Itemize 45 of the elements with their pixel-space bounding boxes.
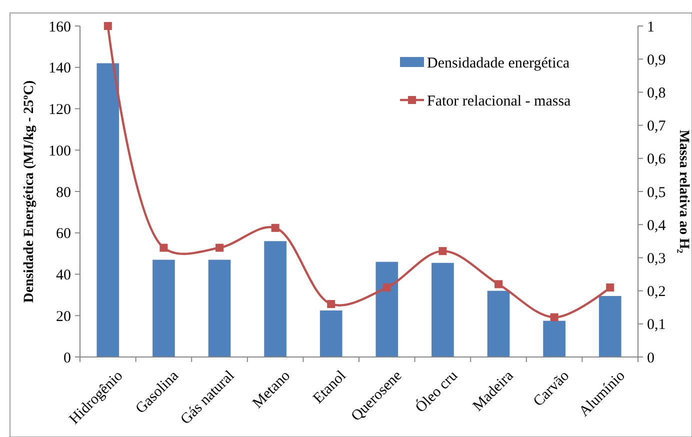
bar xyxy=(208,260,231,357)
y-tick-label: 20 xyxy=(56,308,71,325)
point xyxy=(216,244,224,252)
x-tick-label: Óleo cru xyxy=(412,366,462,416)
y2-tick-label: 0,2 xyxy=(647,284,666,300)
y-tick-label: 40 xyxy=(56,268,71,284)
y2-tick-label: 0,7 xyxy=(647,118,666,135)
y-tick-label: 160 xyxy=(48,19,71,36)
bar xyxy=(432,262,454,357)
y-tick-label: 100 xyxy=(48,143,71,160)
y2-tick-label: 0,8 xyxy=(647,85,666,102)
y2-tick-label: 0,1 xyxy=(647,317,666,334)
point xyxy=(327,300,336,308)
y-axis-title: Densidade Energética (MJ/kg - 25ºC) xyxy=(22,80,37,303)
bar xyxy=(264,241,286,357)
legend-label: Densidadade energética xyxy=(427,55,570,72)
legend-label: Fator relacional - massa xyxy=(427,93,572,110)
y2-tick-label: 0,3 xyxy=(647,250,666,267)
point xyxy=(271,224,280,232)
point xyxy=(550,313,558,322)
bar xyxy=(152,260,175,357)
bar xyxy=(320,310,342,357)
bar xyxy=(598,296,622,357)
point xyxy=(104,22,112,30)
y2-tick-label: 0,9 xyxy=(647,52,666,68)
y2-tick-label: 0,6 xyxy=(647,152,666,168)
y2-tick-label: 1 xyxy=(647,19,654,36)
y-tick-label: 120 xyxy=(48,102,71,118)
y-tick-label: 60 xyxy=(56,226,71,242)
bar xyxy=(96,63,120,357)
y2-axis-title: Massa relativa ao H₂ xyxy=(676,130,691,254)
point xyxy=(606,283,614,292)
bar xyxy=(376,262,398,357)
y-tick-label: 80 xyxy=(56,184,71,201)
y2-tick-label: 0 xyxy=(647,350,654,366)
y2-tick-label: 0,5 xyxy=(647,184,666,201)
bar xyxy=(487,290,510,357)
point xyxy=(160,244,168,252)
point xyxy=(382,283,391,292)
y-tick-label: 140 xyxy=(48,60,71,77)
point xyxy=(494,280,502,288)
y-tick-label: 0 xyxy=(64,350,71,366)
bar xyxy=(543,320,566,357)
y2-tick-label: 0,4 xyxy=(647,218,666,234)
point xyxy=(438,247,447,256)
